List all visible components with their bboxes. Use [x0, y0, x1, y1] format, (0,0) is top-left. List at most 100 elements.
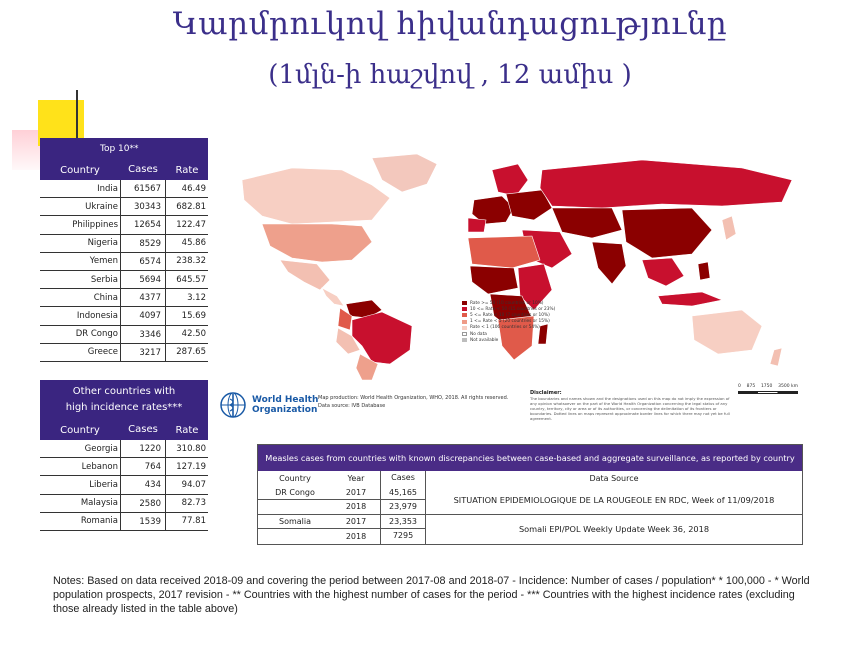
cases-cell: 4377	[120, 289, 166, 307]
rate-cell: 42.50	[181, 329, 206, 340]
scale-label: 0	[738, 384, 741, 389]
country-cell: DR Congo	[275, 487, 315, 497]
table-row: Lebanon 764 127.19	[40, 458, 208, 477]
cases-cell: 2580	[120, 494, 166, 512]
country-cell: Liberia	[89, 479, 118, 490]
cases-cell: 3346	[120, 325, 166, 343]
map-japan	[721, 215, 737, 241]
map-australia	[691, 309, 763, 355]
legend-swatch	[462, 338, 467, 343]
table-row: Philippines 12654 122.47	[40, 216, 208, 235]
map-data-source: Data source: IVB Database	[318, 403, 386, 409]
country-cell: Nigeria	[87, 238, 118, 249]
legend-label: No data	[470, 331, 487, 337]
year-cell: 2017	[345, 487, 367, 497]
map-china	[621, 207, 713, 259]
who-wordmark: World Health Organization	[252, 395, 318, 415]
rate-cell: 77.81	[181, 516, 206, 527]
table-row: China 4377 3.12	[40, 289, 208, 308]
legend-label: Rate < 1 (106 countries or 54%)	[470, 325, 540, 331]
map-credits: Map production: World Health Organizatio…	[318, 394, 508, 410]
legend-swatch	[462, 319, 467, 324]
cases-cell: 434	[120, 476, 166, 494]
footnotes: Notes: Based on data received 2018-09 an…	[53, 575, 810, 615]
rate-cell: 310.80	[176, 443, 206, 454]
map-eastern-europe	[505, 189, 553, 221]
slide-subtitle: (1մլն-ի հաշվով , 12 ամիս )	[268, 60, 632, 90]
who-line2: Organization	[252, 405, 318, 415]
map-southeast-asia	[641, 257, 685, 287]
table-row: Somalia 2017 23,353	[258, 514, 426, 529]
table-row: Greece 3217 287.65	[40, 343, 208, 362]
legend-swatch	[462, 313, 467, 318]
cases-cell: 45,165	[380, 485, 426, 499]
legend-swatch	[462, 307, 467, 312]
table-row: Romania 1539 77.81	[40, 512, 208, 531]
table-row: Malaysia 2580 82.73	[40, 494, 208, 513]
heading-line: Other countries with	[72, 386, 176, 397]
map-madagascar	[537, 323, 549, 345]
legend-item: 10 <= Rate < 50 (15 countries or 23%)	[462, 306, 574, 312]
table-row: DR Congo 3346 42.50	[40, 325, 208, 344]
disclaimer-text: The boundaries and names shown and the d…	[530, 396, 730, 421]
cases-cell: 61567	[120, 180, 166, 198]
table-row: DR Congo 2017 45,165	[258, 485, 426, 500]
map-disclaimer: Disclaimer: The boundaries and names sho…	[530, 390, 730, 422]
world-map	[241, 153, 793, 380]
map-western-europe	[471, 195, 515, 225]
year-cell: 2018	[345, 502, 367, 512]
measles-header-row: Country Year Cases	[258, 471, 426, 486]
table-header-row: Country Cases Rate	[40, 160, 208, 180]
map-new-zealand	[769, 347, 783, 367]
cases-cell: 4097	[120, 307, 166, 325]
table-row: Ukraine 30343 682.81	[40, 198, 208, 217]
map-colombia	[337, 307, 353, 331]
rate-cell: 46.49	[181, 183, 206, 194]
column-header: Country	[60, 164, 100, 176]
map-north-africa	[467, 235, 541, 269]
cases-cell: 1220	[120, 440, 166, 458]
country-cell: Ukraine	[85, 201, 118, 212]
measles-heading: Measles cases from countries with known …	[258, 445, 802, 471]
scale-labels: 0 875 1750 3500 km	[738, 384, 798, 389]
decorative-line	[76, 90, 78, 168]
column-header: Country	[279, 473, 311, 483]
cases-cell: 8529	[120, 234, 166, 252]
map-greenland	[371, 153, 438, 193]
cases-cell: 30343	[120, 198, 166, 216]
cases-cell: 23,353	[380, 514, 426, 528]
map-scandinavia	[491, 163, 529, 197]
map-canada	[241, 167, 391, 225]
map-iberia	[467, 217, 487, 233]
cases-cell: 764	[120, 458, 166, 476]
data-source-drc: SITUATION EPIDEMIOLOGIQUE DE LA ROUGEOLE…	[426, 486, 802, 515]
cases-cell: 5694	[120, 270, 166, 289]
rate-cell: 94.07	[181, 479, 206, 490]
map-west-africa	[469, 265, 519, 295]
legend-swatch	[462, 332, 467, 337]
high-incidence-heading: Other countries with high incidence rate…	[40, 380, 208, 420]
map-central-asia	[551, 207, 623, 239]
country-cell: Greece	[87, 347, 118, 358]
legend-item: No data	[462, 331, 574, 337]
legend-item: Rate < 1 (106 countries or 54%)	[462, 325, 574, 331]
column-header: Cases	[128, 164, 158, 175]
column-header: Year	[347, 473, 365, 483]
country-cell: China	[93, 292, 118, 303]
column-header: Data Source	[589, 473, 639, 483]
measles-body: Country Year Cases DR Congo 2017 45,165 20…	[258, 471, 802, 544]
map-brazil	[351, 311, 413, 365]
cases-cell: 6574	[120, 252, 166, 270]
measles-header-row: Data Source	[426, 471, 802, 486]
cases-cell: 23,979	[380, 500, 426, 514]
column-header: Cases	[128, 424, 158, 435]
cases-cell: 1539	[120, 512, 166, 530]
legend-item: Rate >= 50 (10 countries or 10%)	[462, 300, 574, 306]
map-peru	[335, 327, 361, 355]
rate-cell: 122.47	[176, 219, 206, 230]
rate-cell: 127.19	[176, 461, 206, 472]
rate-cell: 238.32	[176, 256, 206, 267]
country-cell: Philippines	[72, 219, 118, 230]
year-cell: 2017	[345, 516, 367, 526]
legend-swatch	[462, 301, 467, 306]
